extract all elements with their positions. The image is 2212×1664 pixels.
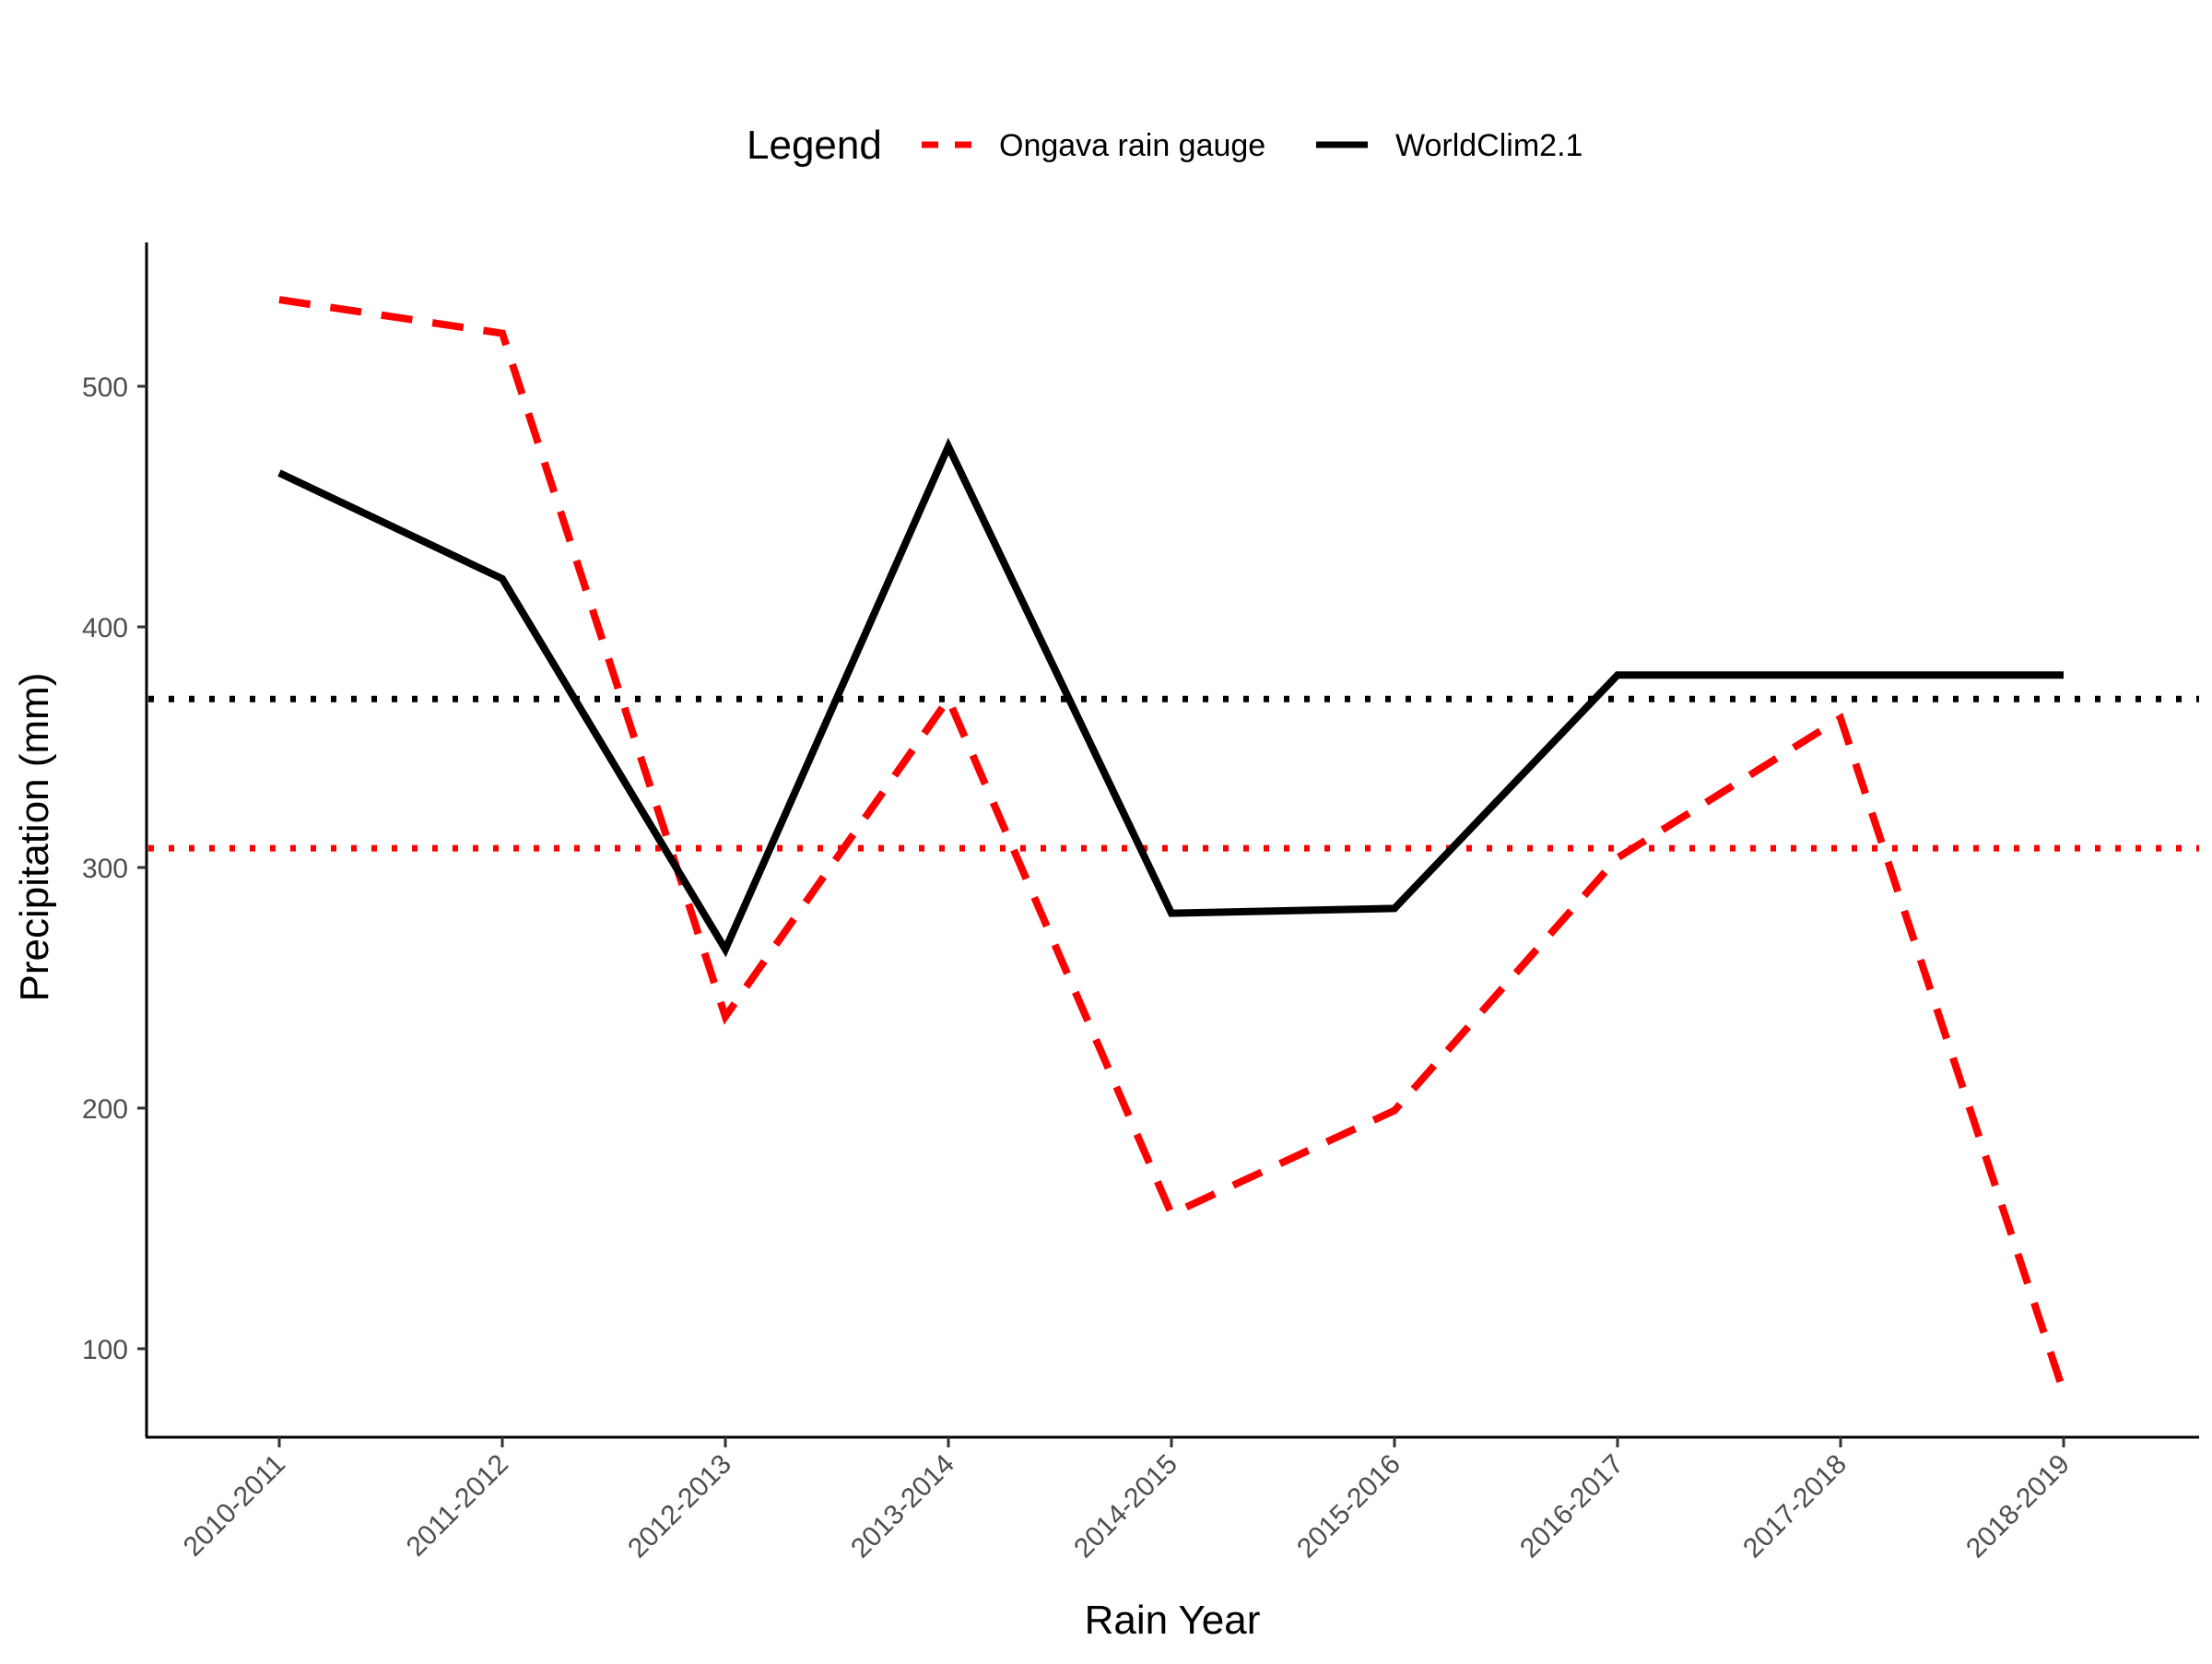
y-tick-label: 200: [82, 1094, 128, 1125]
legend: Legend Ongava rain gauge WorldClim2.1: [747, 123, 1583, 168]
series-line-worldclim: [277, 437, 2064, 958]
x-tick-label: 2012-2013: [622, 1449, 737, 1564]
x-tick-label: 2010-2011: [178, 1449, 291, 1563]
reference-lines: [148, 695, 2199, 852]
y-tick-label: 300: [82, 854, 128, 884]
legend-title: Legend: [747, 123, 882, 168]
legend-label-worldclim: WorldClim2.1: [1395, 128, 1583, 163]
series-line-ongava: [278, 296, 2067, 1394]
x-tick-label: 2014-2015: [1068, 1449, 1183, 1564]
y-tick-label: 100: [82, 1335, 128, 1365]
series-lines: [277, 296, 2067, 1394]
x-axis-ticks: 2010-2011 2011-2012 2012-2013 2013-2014 2014…: [178, 1437, 2076, 1564]
x-tick-label: 2011-2012: [401, 1449, 514, 1563]
x-tick-label: 2013-2014: [845, 1449, 960, 1564]
x-axis-title: Rain Year: [1085, 1598, 1261, 1643]
x-tick-label: 2016-2017: [1514, 1449, 1630, 1564]
y-tick-label: 400: [82, 613, 128, 643]
x-tick-label: 2015-2016: [1291, 1449, 1406, 1564]
legend-label-ongava: Ongava rain gauge: [999, 128, 1265, 163]
y-tick-label: 500: [82, 372, 128, 403]
y-axis-ticks: 100 200 300 400 500: [82, 372, 147, 1365]
y-axis-title: Precipitation (mm): [12, 673, 57, 1002]
x-tick-label: 2017-2018: [1737, 1449, 1853, 1564]
x-tick-label: 2018-2019: [1960, 1449, 2076, 1564]
